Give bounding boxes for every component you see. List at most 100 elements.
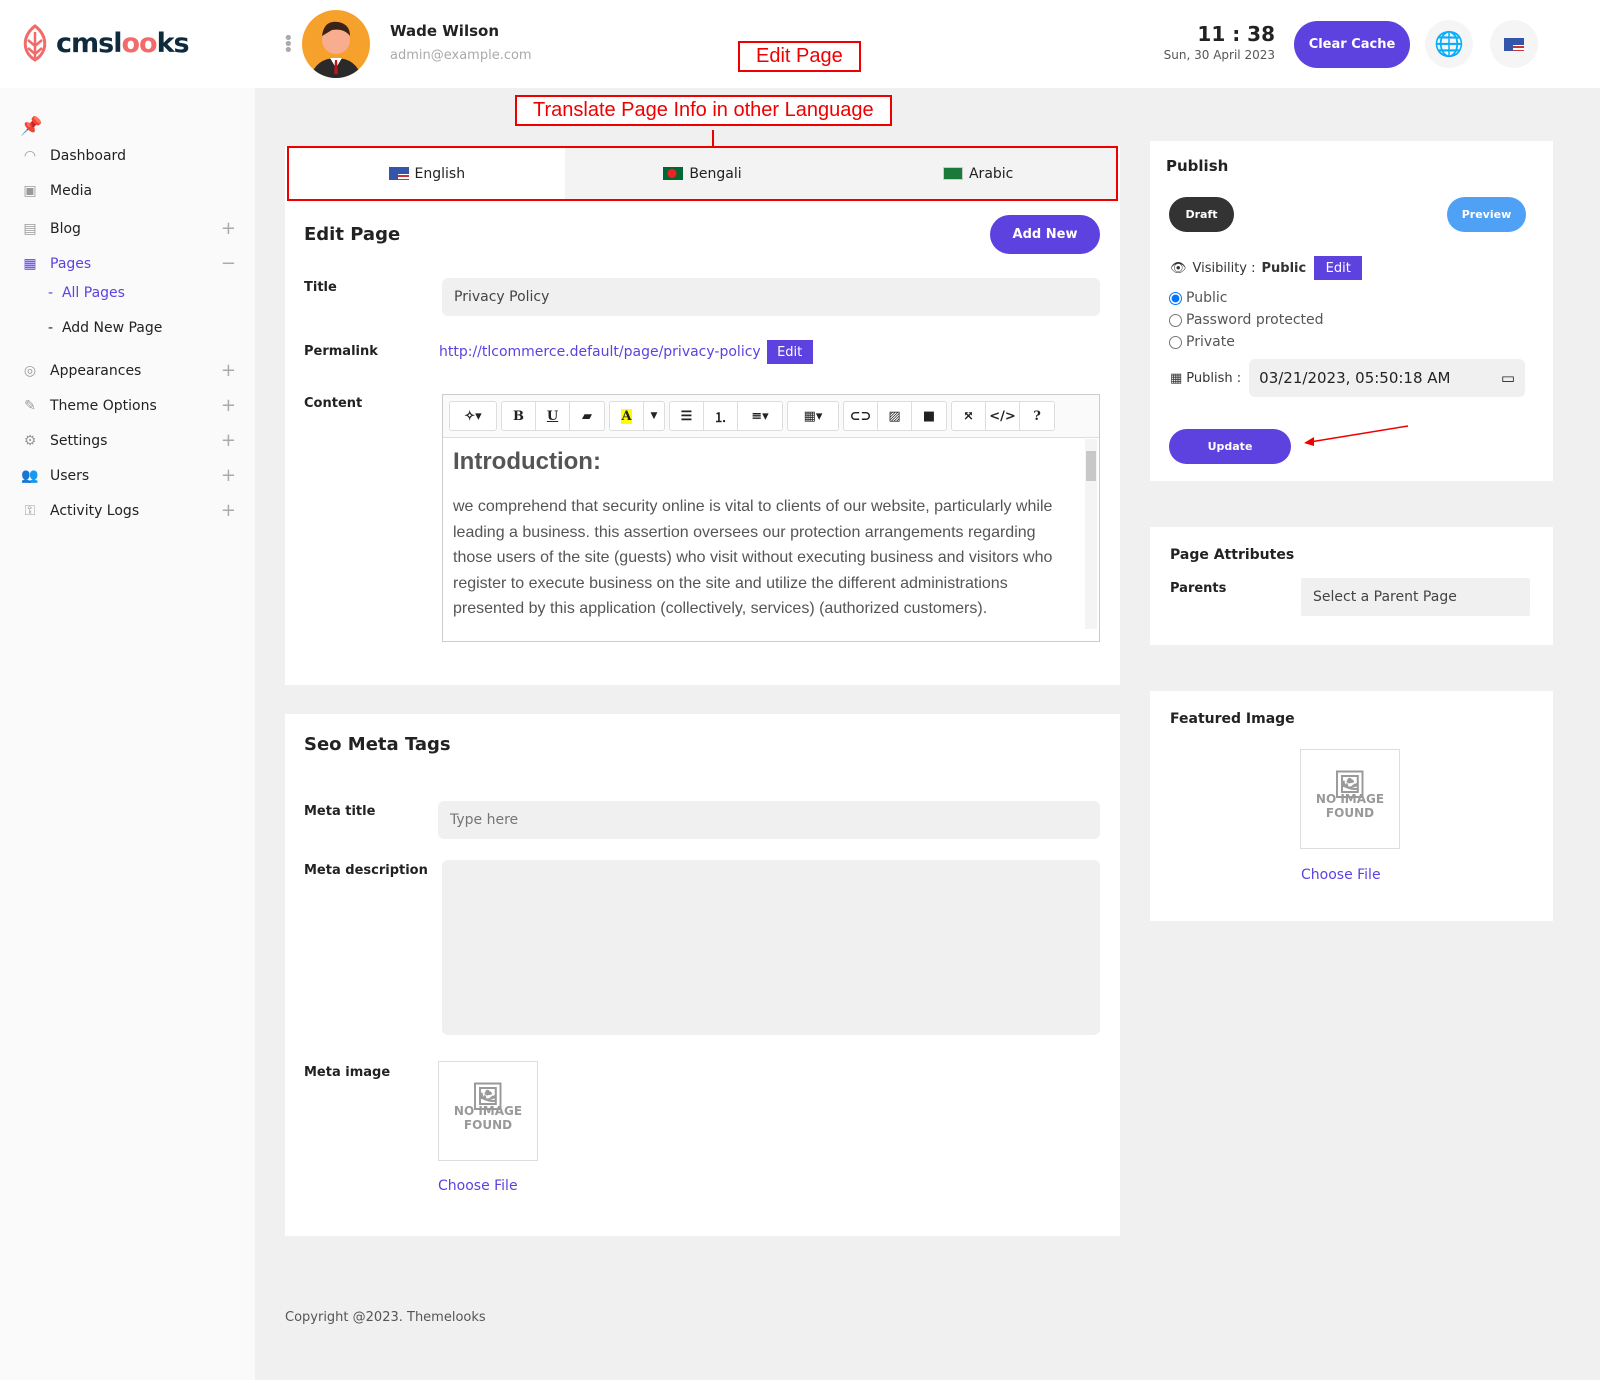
sidebar-item-label: Pages	[50, 255, 92, 272]
clear-cache-button[interactable]: Clear Cache	[1294, 21, 1410, 68]
image-icon[interactable]: ▨	[878, 402, 912, 430]
bold-icon[interactable]: B	[502, 402, 536, 430]
appearance-icon: ◎	[23, 362, 37, 379]
bangladesh-flag-icon	[663, 167, 684, 180]
avatar[interactable]	[302, 10, 370, 78]
calendar-picker-icon[interactable]: ▭	[1500, 369, 1515, 387]
sidebar-item-label: Settings	[50, 432, 108, 449]
calendar-icon: ▦	[1170, 370, 1183, 386]
sidebar-item-dashboard[interactable]: ◠ Dashboard	[20, 148, 236, 164]
no-image-text: NO IMAGE FOUND	[453, 1104, 523, 1132]
permalink-edit-button[interactable]: Edit	[766, 340, 813, 364]
sidebar-item-activity-logs[interactable]: ⚿ Activity Logs +	[20, 500, 236, 521]
visibility-value: Public	[1261, 260, 1307, 276]
content-body: we comprehend that security online is vi…	[453, 498, 1053, 617]
meta-description-textarea[interactable]	[442, 860, 1100, 1035]
sidebar-item-label: Dashboard	[50, 148, 126, 164]
sidebar-item-label: Theme Options	[50, 397, 157, 414]
tab-english[interactable]: English	[289, 148, 565, 199]
collapse-icon[interactable]: −	[220, 253, 236, 274]
tab-label: Arabic	[968, 165, 1014, 182]
publish-date-input[interactable]: 03/21/2023, 05:50:18 AM ▭	[1249, 359, 1525, 397]
expand-icon[interactable]: +	[220, 395, 236, 416]
flag-selector-button[interactable]	[1490, 20, 1538, 68]
sidebar-item-users[interactable]: 👥 Users +	[20, 465, 236, 486]
publish-date-label: Publish :	[1186, 370, 1242, 386]
permalink-link[interactable]: http://tlcommerce.default/page/privacy-p…	[439, 344, 761, 360]
title-input[interactable]: Privacy Policy	[442, 278, 1100, 316]
radio-input[interactable]	[1169, 291, 1182, 305]
meta-title-label: Meta title	[304, 804, 376, 819]
clock-time: 11 : 38	[1197, 22, 1275, 46]
expand-icon[interactable]: +	[220, 360, 236, 381]
add-new-button[interactable]: Add New	[990, 215, 1100, 254]
expand-icon[interactable]: +	[220, 430, 236, 451]
sidebar-item-label: Appearances	[50, 362, 142, 379]
help-icon[interactable]: ?	[1033, 408, 1041, 424]
user-name: Wade Wilson	[390, 22, 500, 40]
tab-arabic[interactable]: Arabic	[840, 148, 1116, 199]
sidebar-item-theme-options[interactable]: ✎ Theme Options +	[20, 395, 236, 416]
featured-image-choose-file[interactable]: Choose File	[1301, 867, 1381, 883]
us-flag-icon	[1504, 37, 1524, 51]
link-icon[interactable]: ⊂⊃	[844, 402, 878, 430]
radio-label: Public	[1186, 290, 1228, 306]
logo[interactable]: cmslooks	[20, 24, 190, 62]
expand-icon[interactable]: +	[220, 500, 236, 521]
meta-title-input[interactable]	[438, 801, 1100, 839]
sidebar-sub-all-pages[interactable]: - All Pages	[48, 285, 125, 301]
video-icon[interactable]: ■	[922, 408, 936, 424]
numbered-list-icon[interactable]: ⒈	[704, 402, 738, 430]
sidebar-sub-label: All Pages	[61, 285, 125, 301]
editor-scrollbar[interactable]	[1085, 439, 1097, 629]
radio-input[interactable]	[1169, 313, 1182, 327]
menu-dots-icon[interactable]: • • •	[283, 28, 294, 61]
expand-icon[interactable]: +	[220, 218, 236, 239]
sidebar-item-appearances[interactable]: ◎ Appearances +	[20, 360, 236, 381]
color-dropdown-icon[interactable]: ▼	[650, 411, 658, 421]
meta-image-choose-file[interactable]: Choose File	[438, 1178, 518, 1194]
visibility-edit-button[interactable]: Edit	[1314, 256, 1363, 280]
radio-private[interactable]: Private	[1169, 332, 1235, 352]
fullscreen-icon[interactable]: ⤧	[952, 402, 986, 430]
language-globe-button[interactable]: 🌐	[1425, 20, 1473, 68]
permalink-row: http://tlcommerce.default/page/privacy-p…	[439, 340, 813, 364]
sidebar-sub-add-new-page[interactable]: - Add New Page	[48, 320, 163, 336]
pages-icon: ▦	[23, 255, 37, 272]
radio-password-protected[interactable]: Password protected	[1169, 310, 1324, 330]
tab-bengali[interactable]: Bengali	[565, 148, 841, 199]
meta-image-placeholder: 🖼 NO IMAGE FOUND	[438, 1061, 538, 1161]
brush-icon: ✎	[24, 397, 36, 414]
publish-date-value: 03/21/2023, 05:50:18 AM	[1259, 369, 1451, 387]
bullet-list-icon[interactable]: ☰	[670, 402, 704, 430]
parent-page-select[interactable]: Select a Parent Page	[1301, 578, 1530, 616]
table-icon[interactable]: ▦▾	[803, 408, 823, 424]
preview-button[interactable]: Preview	[1447, 197, 1526, 232]
saudi-flag-icon	[942, 167, 963, 180]
featured-image-card	[1150, 691, 1553, 921]
pin-icon[interactable]: 📌	[20, 116, 43, 137]
seo-heading: Seo Meta Tags	[304, 734, 451, 755]
underline-icon[interactable]: U	[536, 402, 570, 430]
text-color-icon[interactable]: A	[610, 402, 644, 430]
eraser-icon[interactable]: ▰	[582, 408, 592, 424]
align-icon[interactable]: ≡▾	[751, 408, 769, 424]
sidebar-item-media[interactable]: ▣ Media	[20, 183, 236, 199]
sidebar-item-label: Activity Logs	[50, 502, 140, 519]
magic-style-icon[interactable]: ✧▾	[464, 408, 482, 424]
editor-content[interactable]: Introduction: we comprehend that securit…	[443, 438, 1099, 634]
sidebar-item-settings[interactable]: ⚙ Settings +	[20, 430, 236, 451]
radio-input[interactable]	[1169, 335, 1182, 349]
expand-icon[interactable]: +	[220, 465, 236, 486]
language-tabs: English Bengali Arabic	[287, 146, 1118, 201]
radio-label: Password protected	[1186, 312, 1324, 328]
sidebar-item-pages[interactable]: ▦ Pages −	[20, 253, 236, 274]
code-view-icon[interactable]: </>	[986, 402, 1020, 430]
sidebar-item-blog[interactable]: ▤ Blog +	[20, 218, 236, 239]
brand-text: oo	[121, 27, 157, 59]
content-label: Content	[304, 396, 363, 411]
radio-public[interactable]: Public	[1169, 288, 1227, 308]
draft-button[interactable]: Draft	[1169, 197, 1234, 232]
radio-label: Private	[1186, 334, 1235, 350]
update-button[interactable]: Update	[1169, 429, 1291, 464]
